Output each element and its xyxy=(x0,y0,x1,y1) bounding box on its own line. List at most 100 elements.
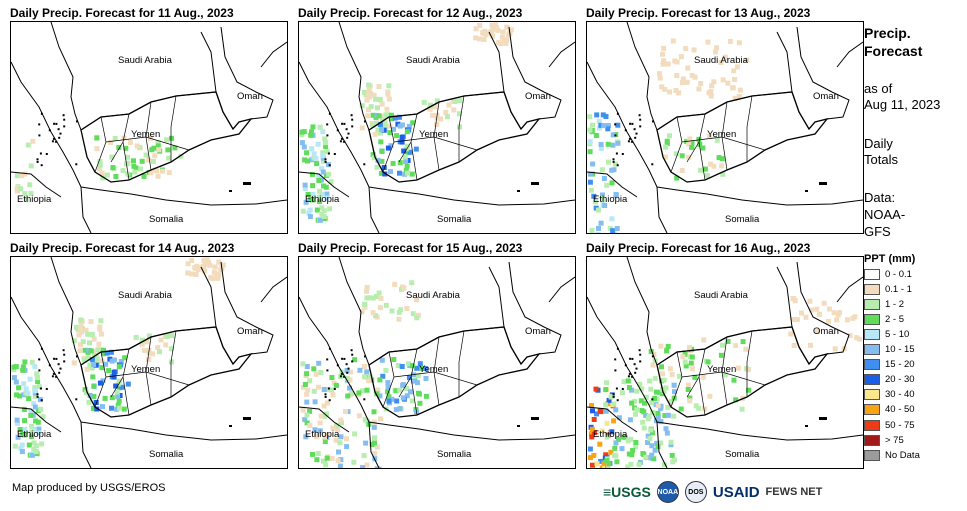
label-yemen: Yemen xyxy=(419,129,449,140)
legend-class-label: 0.1 - 1 xyxy=(885,283,912,295)
legend-class-row: 10 - 15 xyxy=(864,344,915,356)
map-graphic xyxy=(11,257,287,468)
legend-ppt-title: PPT (mm) xyxy=(864,253,916,265)
panel-title: Daily Precip. Forecast for 14 Aug., 2023 xyxy=(10,241,235,255)
label-saudi-arabia: Saudi Arabia xyxy=(118,55,172,66)
label-saudi-arabia: Saudi Arabia xyxy=(118,290,172,301)
label-somalia: Somalia xyxy=(437,449,472,460)
legend-swatch xyxy=(864,404,880,416)
label-yemen: Yemen xyxy=(707,129,737,140)
label-oman: Oman xyxy=(525,326,551,337)
legend-class-row: 50 - 75 xyxy=(864,419,915,431)
panel-title: Daily Precip. Forecast for 13 Aug., 2023 xyxy=(586,6,811,20)
label-ethiopia: Ethiopia xyxy=(305,194,340,205)
usaid-logo: USAID xyxy=(712,483,760,501)
legend-swatch xyxy=(864,313,880,325)
label-ethiopia: Ethiopia xyxy=(593,194,628,205)
legend-class-label: 2 - 5 xyxy=(885,313,905,325)
legend-title-line1: Precip. xyxy=(864,25,911,41)
legend-class-label: > 75 xyxy=(885,434,904,446)
legend-class-label: 10 - 15 xyxy=(885,344,915,355)
credit-text: Map produced by USGS/EROS xyxy=(12,482,166,494)
legend-totals-line1: Daily xyxy=(864,136,893,151)
legend-class-label: 15 - 20 xyxy=(885,359,915,371)
label-yemen: Yemen xyxy=(419,364,449,375)
map-frame: Saudi Arabia Oman Yemen Ethiopia Somalia xyxy=(298,256,576,469)
legend-class-label: No Data xyxy=(885,449,920,461)
legend-data-line1: Data: xyxy=(864,190,896,205)
panel-title: Daily Precip. Forecast for 15 Aug., 2023 xyxy=(298,241,523,255)
label-yemen: Yemen xyxy=(707,364,737,375)
label-saudi-arabia: Saudi Arabia xyxy=(406,290,460,301)
label-ethiopia: Ethiopia xyxy=(17,429,52,440)
map-frame: Saudi Arabia Oman Yemen Ethiopia Somalia xyxy=(10,21,288,234)
panel-title: Daily Precip. Forecast for 11 Aug., 2023 xyxy=(10,6,234,20)
legend-class-label: 20 - 30 xyxy=(885,374,915,386)
legend-class-row: No Data xyxy=(864,449,920,461)
legend-totals-line2: Totals xyxy=(864,152,898,167)
legend-class-row: 1 - 2 xyxy=(864,298,904,310)
map-panel-3: Daily Precip. Forecast for 13 Aug., 2023… xyxy=(586,6,864,234)
legend-class-label: 0 - 0.1 xyxy=(885,268,912,280)
legend-swatch xyxy=(864,328,880,340)
label-oman: Oman xyxy=(237,91,263,102)
legend-swatch xyxy=(864,359,880,371)
legend-class-label: 5 - 10 xyxy=(885,328,910,340)
label-somalia: Somalia xyxy=(149,449,184,460)
legend-class-row: 2 - 5 xyxy=(864,313,904,325)
legend-class-row: 15 - 20 xyxy=(864,359,915,371)
map-panel-1: Daily Precip. Forecast for 11 Aug., 2023… xyxy=(10,6,288,234)
label-somalia: Somalia xyxy=(149,214,184,225)
legend-swatch xyxy=(864,389,880,401)
map-frame: Saudi Arabia Oman Yemen Ethiopia Somalia xyxy=(10,256,288,469)
label-yemen: Yemen xyxy=(131,129,161,140)
map-frame: Saudi Arabia Oman Yemen Ethiopia Somalia xyxy=(298,21,576,234)
legend-asof-line1: as of xyxy=(864,81,893,96)
legend-class-row: 0 - 0.1 xyxy=(864,268,912,280)
legend-swatch xyxy=(864,419,880,431)
legend-class-row: > 75 xyxy=(864,434,904,446)
map-panel-5: Daily Precip. Forecast for 15 Aug., 2023… xyxy=(298,241,576,469)
legend-class-label: 1 - 2 xyxy=(885,298,905,310)
label-ethiopia: Ethiopia xyxy=(17,194,52,205)
label-yemen: Yemen xyxy=(131,364,161,375)
label-oman: Oman xyxy=(813,326,839,337)
map-frame: Saudi Arabia Oman Yemen Ethiopia Somalia xyxy=(586,21,864,234)
agency-logos: ≡USGS NOAA DOS USAID FEWS NET xyxy=(603,480,822,504)
panel-title: Daily Precip. Forecast for 12 Aug., 2023 xyxy=(298,6,523,20)
map-panel-2: Daily Precip. Forecast for 12 Aug., 2023… xyxy=(298,6,576,234)
legend-class-label: 30 - 40 xyxy=(885,389,915,401)
label-ethiopia: Ethiopia xyxy=(305,429,340,440)
legend-swatch xyxy=(864,283,880,295)
map-graphic xyxy=(299,22,575,233)
label-saudi-arabia: Saudi Arabia xyxy=(406,55,460,66)
usgs-logo: ≡USGS xyxy=(603,484,651,500)
map-panel-6: Daily Precip. Forecast for 16 Aug., 2023… xyxy=(586,241,864,469)
noaa-logo: NOAA xyxy=(656,481,679,503)
legend-class-row: 40 - 50 xyxy=(864,404,915,416)
legend-swatch xyxy=(864,434,880,446)
legend-swatch xyxy=(864,449,880,461)
map-panel-4: Daily Precip. Forecast for 14 Aug., 2023… xyxy=(10,241,288,469)
legend-swatch xyxy=(864,268,880,280)
legend-swatch xyxy=(864,344,880,355)
label-saudi-arabia: Saudi Arabia xyxy=(694,55,748,66)
label-somalia: Somalia xyxy=(725,449,760,460)
label-oman: Oman xyxy=(525,91,551,102)
legend-class-row: 0.1 - 1 xyxy=(864,283,912,295)
label-somalia: Somalia xyxy=(437,214,472,225)
dos-logo: DOS xyxy=(684,481,707,503)
map-frame: Saudi Arabia Oman Yemen Ethiopia Somalia xyxy=(586,256,864,469)
label-somalia: Somalia xyxy=(725,214,760,225)
fews-net-logo: FEWS NET xyxy=(765,486,823,498)
legend-asof-line2: Aug 11, 2023 xyxy=(864,97,941,112)
label-saudi-arabia: Saudi Arabia xyxy=(694,290,748,301)
legend-title-line2: Forecast xyxy=(864,43,923,59)
panel-title: Daily Precip. Forecast for 16 Aug., 2023 xyxy=(586,241,811,255)
legend-class-label: 50 - 75 xyxy=(885,419,915,431)
legend-swatch xyxy=(864,298,880,310)
legend-class-label: 40 - 50 xyxy=(885,404,915,416)
legend-class-row: 20 - 30 xyxy=(864,374,915,386)
legend-class-row: 5 - 10 xyxy=(864,328,909,340)
map-graphic xyxy=(587,257,863,468)
